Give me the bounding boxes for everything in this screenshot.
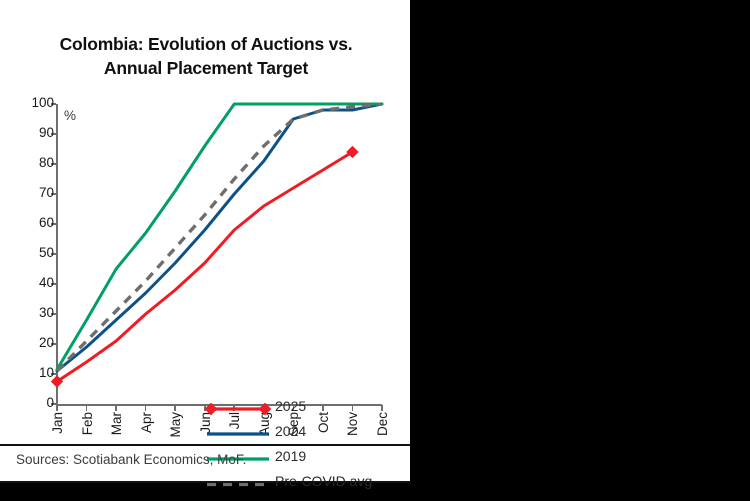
- series-marker-2025: [50, 375, 64, 388]
- y-tick: [51, 193, 56, 195]
- x-tick: [203, 405, 206, 411]
- y-tick: [51, 283, 56, 285]
- legend-swatch-2025: [204, 396, 272, 421]
- x-tick: [115, 405, 117, 411]
- chart-card: Colombia: Evolution of Auctions vs. Annu…: [0, 0, 410, 489]
- y-tick: [51, 343, 56, 345]
- y-tick: [51, 223, 56, 225]
- legend-swatch-2024: [205, 421, 271, 446]
- legend-item[interactable]: Pre-COVID avg: [205, 471, 385, 496]
- x-tick: [322, 405, 324, 411]
- x-tick: [174, 405, 176, 411]
- y-tick: [51, 253, 56, 255]
- y-axis-tick-label: 10: [38, 365, 54, 380]
- legend-label: 2024: [275, 423, 307, 439]
- x-tick: [85, 405, 88, 411]
- y-axis-tick-label: 60: [38, 215, 54, 230]
- legend-item[interactable]: 2025: [204, 396, 385, 421]
- x-tick: [144, 405, 147, 411]
- plot-area: % 0 10 20 30 40 50 60 70 80 90 100 Jan Feb Mar Apr May…: [0, 95, 410, 489]
- x-tick: [381, 405, 383, 411]
- y-axis-tick-label: 20: [38, 335, 54, 350]
- x-tick: [292, 405, 295, 411]
- legend-swatch-pre-covid-avg: [205, 471, 271, 496]
- y-axis-line: [56, 104, 58, 405]
- series-canvas: [50, 102, 384, 388]
- y-axis-tick-label: 0: [46, 395, 54, 410]
- y-axis-unit-label: %: [64, 108, 77, 123]
- y-axis-tick-label: 30: [38, 305, 54, 320]
- y-tick: [51, 373, 56, 375]
- y-axis-tick-label: 50: [38, 245, 54, 260]
- source-note: Sources: Scotiabank Economics, MoF.: [16, 452, 247, 467]
- screenshot-root: Colombia: Evolution of Auctions vs. Annu…: [0, 0, 410, 489]
- y-axis-tick-label: 100: [31, 95, 54, 110]
- series-line-2025: [55, 150, 354, 383]
- legend-item[interactable]: 2019: [205, 446, 385, 471]
- y-tick: [51, 403, 56, 405]
- y-tick: [51, 133, 56, 135]
- chart-title-line-1: Colombia: Evolution of Auctions vs.: [59, 34, 353, 54]
- x-tick: [56, 405, 58, 411]
- y-axis-tick-label: 90: [38, 125, 54, 140]
- chart-title: Colombia: Evolution of Auctions vs. Annu…: [20, 32, 392, 80]
- x-tick: [351, 405, 354, 411]
- y-axis-tick-label: 80: [38, 155, 54, 170]
- legend-label: 2019: [275, 448, 307, 464]
- x-axis-line: [56, 404, 382, 406]
- bottom-divider: [0, 481, 410, 483]
- source-divider: [0, 444, 410, 446]
- series-line-2019: [55, 102, 384, 371]
- legend-item[interactable]: 2024: [205, 421, 385, 446]
- legend-label: 2025: [275, 398, 307, 414]
- y-tick: [51, 163, 56, 165]
- y-axis-tick-label: 70: [38, 185, 54, 200]
- chart-title-line-2: Annual Placement Target: [103, 58, 309, 78]
- y-tick: [51, 103, 56, 105]
- y-tick: [51, 313, 56, 315]
- y-axis-tick-label: 40: [38, 275, 54, 290]
- legend-swatch-2019: [205, 446, 271, 471]
- series-line-2024: [55, 102, 384, 373]
